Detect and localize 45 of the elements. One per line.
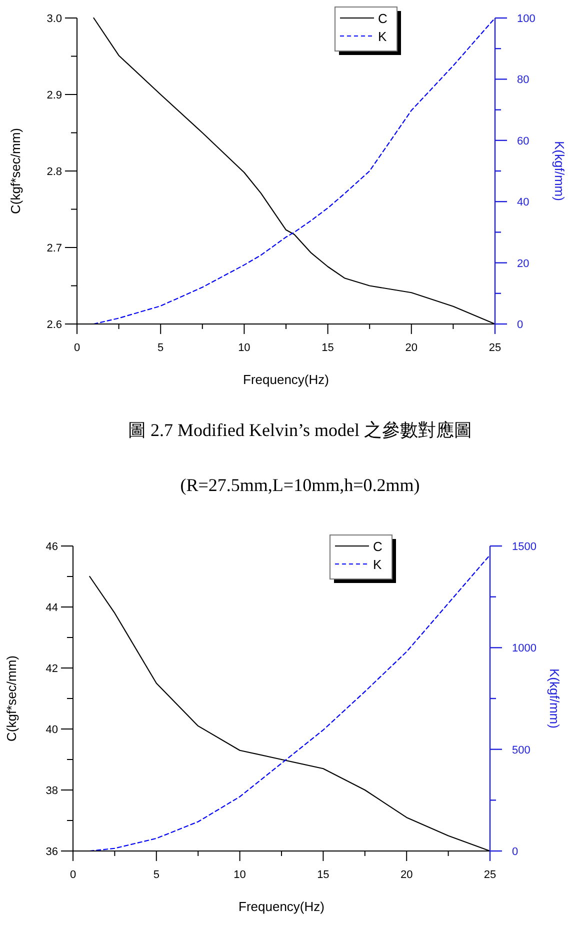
y-tick-label: 42 xyxy=(46,663,58,675)
y2-tick-label: 80 xyxy=(517,74,530,86)
x-tick-label: 0 xyxy=(70,869,76,881)
y-axis-title: C(kgf*sec/mm) xyxy=(8,128,23,214)
y2-axis-title: K(kgf/mm) xyxy=(552,141,567,201)
y2-tick-label: 20 xyxy=(517,258,530,270)
y-tick-label: 44 xyxy=(46,602,58,614)
y2-tick-label: 0 xyxy=(517,319,524,331)
y2-tick-label: 60 xyxy=(517,135,530,148)
legend-label: K xyxy=(373,557,382,572)
x-tick-label: 25 xyxy=(488,342,502,354)
y-tick-label: 36 xyxy=(46,846,58,858)
y-tick-label: 2.6 xyxy=(46,319,62,331)
y-axis-title: C(kgf*sec/mm) xyxy=(4,656,19,742)
caption: 圖 2.7 Modified Kelvin’s model 之參數對應圖 xyxy=(128,420,472,440)
y-tick-label: 40 xyxy=(46,724,58,736)
x-tick-label: 25 xyxy=(484,869,496,881)
y2-axis-title: K(kgf/mm) xyxy=(547,668,562,728)
y2-tick-label: 0 xyxy=(512,846,518,858)
y-tick-label: 2.7 xyxy=(46,242,62,254)
x-tick-label: 10 xyxy=(234,869,246,881)
x-tick-label: 10 xyxy=(238,342,250,354)
y-tick-label: 2.9 xyxy=(46,90,62,102)
text: (R=27.5mm,L=10mm,h=0.2mm) xyxy=(180,475,420,495)
legend-label: C xyxy=(373,539,382,554)
y-tick-label: 3.0 xyxy=(46,13,62,25)
y2-tick-label: 100 xyxy=(517,13,536,25)
x-tick-label: 5 xyxy=(158,342,164,354)
x-tick-label: 5 xyxy=(153,869,160,881)
y2-tick-label: 1000 xyxy=(512,642,536,655)
x-tick-label: 15 xyxy=(322,342,334,354)
x-axis-title: Frequency(Hz) xyxy=(243,372,329,387)
y2-tick-label: 40 xyxy=(517,196,530,209)
y-tick-label: 46 xyxy=(46,541,58,553)
x-tick-label: 20 xyxy=(400,869,413,881)
x-axis-title: Frequency(Hz) xyxy=(238,899,324,914)
y2-tick-label: 1500 xyxy=(512,541,536,553)
x-tick-label: 0 xyxy=(74,342,80,354)
legend-label: C xyxy=(378,11,388,26)
legend-label: K xyxy=(378,29,387,44)
x-tick-label: 20 xyxy=(405,342,418,354)
x-tick-label: 15 xyxy=(317,869,330,881)
y2-tick-label: 500 xyxy=(512,744,530,756)
y-tick-label: 2.8 xyxy=(46,166,62,178)
y-tick-label: 38 xyxy=(46,785,58,797)
